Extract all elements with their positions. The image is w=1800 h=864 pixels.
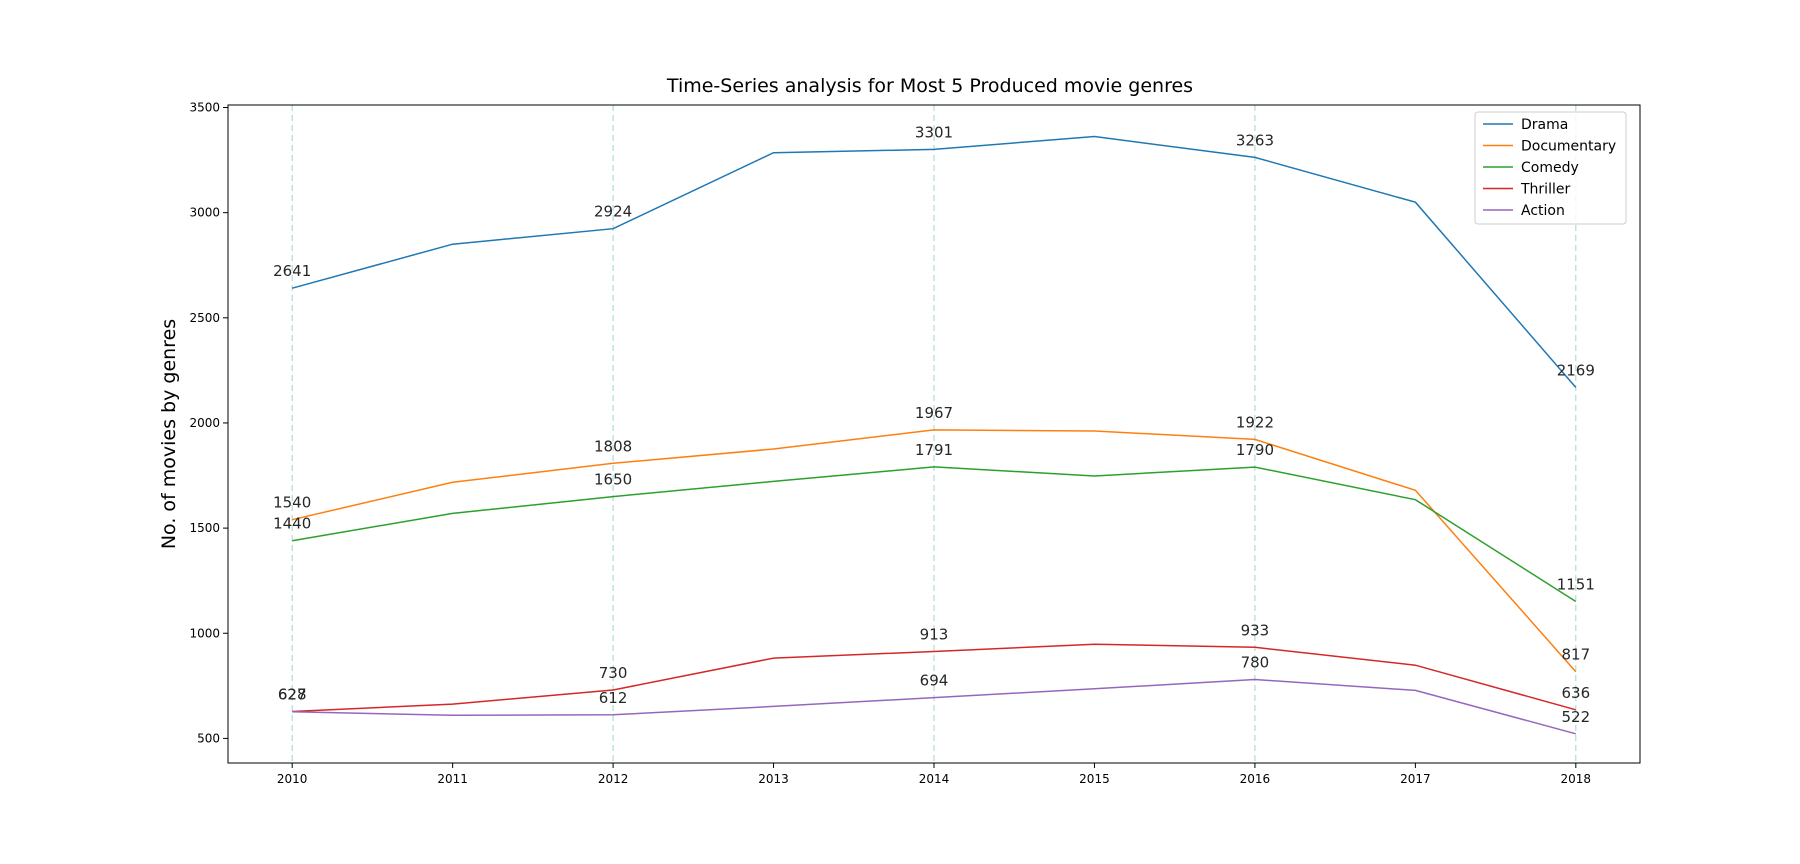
legend-label-documentary: Documentary [1521, 139, 1616, 155]
x-tick-label-2016: 2016 [1240, 772, 1271, 786]
data-label-layer: 2641 2924 3301 3263 2169 1540 1808 1967 1922 817 1… [273, 123, 1595, 725]
data-label-comedy-2016: 1790 [1236, 441, 1274, 459]
data-label-action-2016: 780 [1241, 654, 1270, 672]
data-label-documentary-2016: 1922 [1236, 413, 1274, 431]
data-label-drama-2012: 2924 [594, 203, 632, 221]
series-layer [292, 135, 1577, 735]
x-tick-label-2012: 2012 [598, 772, 629, 786]
legend-label-drama: Drama [1521, 117, 1568, 133]
data-label-thriller-2018: 636 [1561, 684, 1590, 702]
chart-title: Time-Series analysis for Most 5 Produced… [666, 75, 1193, 97]
series-line-documentary [292, 429, 1577, 673]
series-line-action [292, 678, 1576, 735]
y-tick-label-3500: 3500 [189, 101, 220, 115]
data-label-drama-2018: 2169 [1557, 361, 1595, 379]
data-label-comedy-2010: 1440 [273, 515, 311, 533]
x-tick-label-2015: 2015 [1079, 772, 1110, 786]
data-label-thriller-2010: 628 [278, 685, 307, 703]
series-line-drama [292, 135, 1577, 388]
x-tick-label-2013: 2013 [758, 772, 789, 786]
legend-label-action: Action [1521, 203, 1565, 219]
data-label-comedy-2012: 1650 [594, 471, 632, 489]
x-tick-label-2011: 2011 [437, 772, 468, 786]
y-tick-label-1500: 1500 [189, 521, 220, 535]
data-label-action-2018: 522 [1561, 708, 1590, 726]
x-tick-label-2014: 2014 [919, 772, 950, 786]
data-label-thriller-2016: 933 [1241, 621, 1270, 639]
legend-label-thriller: Thriller [1520, 182, 1570, 198]
data-label-documentary-2018: 817 [1561, 646, 1590, 664]
y-tick-label-500: 500 [197, 731, 220, 745]
y-tick-label-1000: 1000 [189, 626, 220, 640]
data-label-drama-2016: 3263 [1236, 131, 1274, 149]
data-label-action-2012: 612 [599, 689, 628, 707]
series-line-thriller [292, 643, 1577, 713]
data-label-comedy-2018: 1151 [1557, 575, 1595, 593]
data-label-documentary-2014: 1967 [915, 404, 953, 422]
data-label-drama-2014: 3301 [915, 123, 953, 141]
data-label-documentary-2012: 1808 [594, 437, 632, 455]
x-axis: 2010 2011 2012 2013 2014 2015 2016 2017 2018 [277, 763, 1591, 786]
data-label-drama-2010: 2641 [273, 262, 311, 280]
y-tick-label-2000: 2000 [189, 416, 220, 430]
x-tick-label-2010: 2010 [277, 772, 308, 786]
y-tick-label-2500: 2500 [189, 311, 220, 325]
y-axis: 500 1000 1500 2000 2500 3000 3500 [189, 101, 228, 745]
legend-label-comedy: Comedy [1521, 160, 1579, 176]
y-axis-label: No. of movies by genres [158, 319, 180, 549]
x-tick-label-2017: 2017 [1400, 772, 1431, 786]
y-tick-label-3000: 3000 [189, 206, 220, 220]
data-label-action-2014: 694 [920, 672, 949, 690]
data-label-documentary-2010: 1540 [273, 494, 311, 512]
data-label-thriller-2012: 730 [599, 664, 628, 682]
data-label-action-2010: 627 [278, 686, 307, 704]
series-line-comedy [292, 466, 1577, 603]
legend: Drama Documentary Comedy Thriller Action [1474, 111, 1627, 225]
data-label-comedy-2014: 1791 [915, 441, 953, 459]
legend-box [1474, 111, 1627, 225]
x-tick-label-2018: 2018 [1561, 772, 1592, 786]
data-label-thriller-2014: 913 [920, 626, 949, 644]
